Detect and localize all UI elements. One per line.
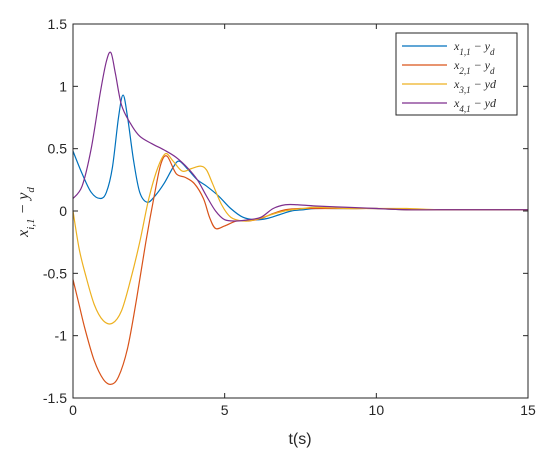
axes	[72, 23, 529, 399]
y-tick-label: 1	[59, 78, 67, 94]
tick-labels: 0 5 10 15 -1.5 -1 -0.5 0 0.5 1 1.5	[43, 16, 536, 418]
x-tick-label: 15	[520, 402, 536, 418]
x-axis-label: t(s)	[288, 431, 311, 448]
legend-label-subscript: 2,1	[459, 66, 470, 76]
y-axis-label-base: x	[15, 230, 32, 238]
legend-label-subscript: 3,1	[458, 85, 470, 95]
legend-label-text: x	[453, 39, 460, 53]
y-tick-label: -0.5	[43, 265, 67, 281]
y-tick-label: -1.5	[43, 390, 67, 406]
legend-label-text: − yd	[471, 77, 497, 91]
y-tick-label: 1.5	[48, 16, 68, 32]
legend-label-subscript: 1,1	[459, 47, 470, 57]
legend-label-2: x2,1 − yd	[453, 58, 495, 76]
legend-label-3: x3,1 − yd	[453, 77, 497, 95]
legend-label-text: x	[453, 96, 460, 110]
legend-label-text: − y	[471, 39, 491, 53]
y-tick-label: 0.5	[48, 141, 68, 157]
x-tick-label: 0	[69, 402, 77, 418]
legend-label-subscript: d	[490, 47, 495, 57]
y-axis-label-rest: − y	[15, 192, 32, 219]
y-tick-label: -1	[55, 328, 68, 344]
y-axis-label-rest-sub: d	[25, 187, 37, 193]
x-tick-label: 10	[369, 402, 385, 418]
legend-label-text: − yd	[471, 96, 497, 110]
legend-label-subscript: 4,1	[459, 104, 470, 114]
series-lines	[72, 51, 528, 385]
legend-box	[395, 32, 518, 116]
legend-label-text: x	[453, 77, 460, 91]
legend-label-subscript: d	[490, 66, 495, 76]
legend-label-4: x4,1 − yd	[453, 96, 497, 114]
legend-label-1: x1,1 − yd	[453, 39, 495, 57]
legend-label-text: − y	[471, 58, 491, 72]
series-line-4	[72, 51, 528, 222]
x-tick-label: 5	[221, 402, 229, 418]
series-line-3	[72, 152, 528, 325]
y-axis-label-sub: i,1	[25, 218, 37, 229]
y-axis-label: xi,1 − yd	[15, 187, 37, 238]
legend-label-text: x	[453, 58, 460, 72]
y-tick-label: 0	[59, 203, 67, 219]
